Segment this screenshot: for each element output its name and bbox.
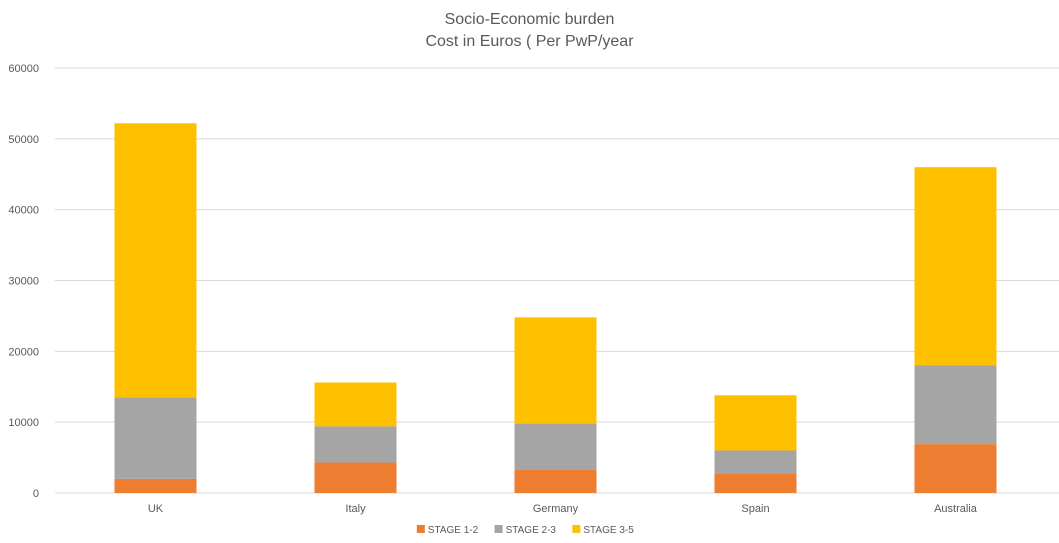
x-category-label: Spain: [741, 503, 769, 515]
x-category-label: Australia: [934, 503, 978, 515]
bar-australia-series-1: [914, 444, 997, 493]
bars: [114, 123, 997, 493]
x-category-label: Italy: [345, 503, 366, 515]
bar-germany-series-3: [514, 317, 597, 424]
x-category-label: UK: [148, 503, 164, 515]
legend: STAGE 1-2 STAGE 2-3 STAGE 3-5: [416, 525, 634, 536]
y-tick-label: 30000: [8, 276, 39, 288]
bar-italy-series-1: [314, 462, 397, 493]
bar-italy-series-2: [314, 426, 397, 463]
y-axis-ticks: 0 10000 20000 30000 40000 50000 60000: [8, 63, 39, 500]
x-category-label: Germany: [533, 503, 579, 515]
legend-label: STAGE 3-5: [583, 525, 634, 536]
y-tick-label: 20000: [8, 346, 39, 358]
y-tick-label: 60000: [8, 63, 39, 75]
bar-uk-series-1: [114, 478, 197, 493]
legend-swatch: [494, 525, 503, 533]
bar-germany-series-1: [514, 469, 597, 493]
bar-germany-series-2: [514, 423, 597, 470]
bar-spain-series-2: [714, 450, 797, 474]
y-tick-label: 40000: [8, 205, 39, 217]
x-axis-categories: UK Italy Germany Spain Australia: [148, 503, 978, 515]
bar-australia-series-2: [914, 365, 997, 445]
legend-label: STAGE 1-2: [428, 525, 479, 536]
legend-label: STAGE 2-3: [506, 525, 557, 536]
legend-swatch: [416, 525, 425, 533]
bar-australia-series-3: [914, 167, 997, 366]
legend-swatch: [572, 525, 581, 533]
y-tick-label: 50000: [8, 134, 39, 146]
y-tick-label: 0: [33, 488, 39, 500]
chart-subtitle: Cost in Euros ( Per PwP/year: [425, 33, 634, 50]
chart-title: Socio-Economic burden: [445, 11, 615, 28]
bar-uk-series-2: [114, 397, 197, 479]
bar-spain-series-1: [714, 473, 797, 493]
y-tick-label: 10000: [8, 417, 39, 429]
bar-spain-series-3: [714, 395, 797, 451]
bar-italy-series-3: [314, 382, 397, 427]
bar-uk-series-3: [114, 123, 197, 398]
